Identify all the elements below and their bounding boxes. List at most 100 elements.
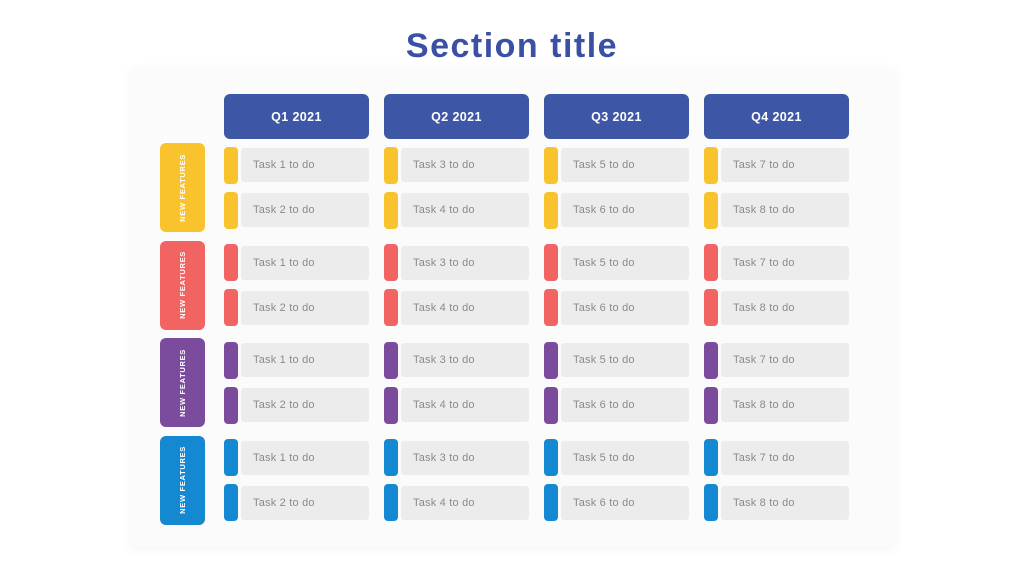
task-card-body: Task 3 to do xyxy=(401,343,529,377)
feature-group-1: NEW FEATURES Task 1 to do Task 3 to do T… xyxy=(160,143,849,232)
task-card-body: Task 8 to do xyxy=(721,290,849,325)
task-label: Task 2 to do xyxy=(253,204,315,216)
task-grid: Task 1 to do Task 3 to do Task 5 to do T… xyxy=(224,338,849,427)
task-label: Task 8 to do xyxy=(733,399,795,411)
task-card: Task 3 to do xyxy=(384,341,529,379)
task-label: Task 4 to do xyxy=(413,496,475,509)
task-accent-bar xyxy=(544,484,558,521)
task-accent-bar xyxy=(704,341,718,379)
task-accent-bar xyxy=(224,386,238,424)
task-accent-bar xyxy=(704,289,718,326)
task-card: Task 6 to do xyxy=(544,289,689,326)
task-card-body: Task 1 to do xyxy=(241,245,369,280)
column-header-q1: Q1 2021 xyxy=(224,94,369,139)
feature-groups: NEW FEATURES Task 1 to do Task 3 to do T… xyxy=(160,143,849,525)
task-label: Task 2 to do xyxy=(253,496,315,509)
task-card: Task 1 to do xyxy=(224,439,369,476)
task-accent-bar xyxy=(384,244,398,281)
task-label: Task 3 to do xyxy=(413,159,475,171)
task-label: Task 3 to do xyxy=(413,256,475,269)
task-accent-bar xyxy=(224,341,238,379)
task-card-body: Task 3 to do xyxy=(401,148,529,182)
task-label: Task 5 to do xyxy=(573,451,635,464)
task-card: Task 5 to do xyxy=(544,146,689,184)
task-accent-bar xyxy=(224,244,238,281)
task-label: Task 1 to do xyxy=(253,256,315,269)
task-card: Task 6 to do xyxy=(544,386,689,424)
task-card-body: Task 8 to do xyxy=(721,388,849,422)
group-label-text: NEW FEATURES xyxy=(178,348,187,417)
column-headers: Q1 2021 Q2 2021 Q3 2021 Q4 2021 xyxy=(224,94,849,139)
task-card: Task 1 to do xyxy=(224,244,369,281)
task-label: Task 3 to do xyxy=(413,451,475,464)
task-label: Task 8 to do xyxy=(733,204,795,216)
task-card-body: Task 5 to do xyxy=(561,148,689,182)
task-card: Task 1 to do xyxy=(224,341,369,379)
task-accent-bar xyxy=(704,146,718,184)
task-accent-bar xyxy=(224,289,238,326)
task-label: Task 4 to do xyxy=(413,301,475,314)
task-card: Task 2 to do xyxy=(224,191,369,229)
task-label: Task 6 to do xyxy=(573,399,635,411)
task-accent-bar xyxy=(384,484,398,521)
task-card: Task 5 to do xyxy=(544,439,689,476)
task-label: Task 5 to do xyxy=(573,256,635,269)
task-card-body: Task 6 to do xyxy=(561,193,689,227)
task-card: Task 6 to do xyxy=(544,191,689,229)
task-card-body: Task 3 to do xyxy=(401,440,529,475)
task-accent-bar xyxy=(544,439,558,476)
column-header-q3: Q3 2021 xyxy=(544,94,689,139)
column-header-q4: Q4 2021 xyxy=(704,94,849,139)
task-label: Task 6 to do xyxy=(573,204,635,216)
feature-group-2: NEW FEATURES Task 1 to do Task 3 to do T… xyxy=(160,240,849,330)
task-card-body: Task 4 to do xyxy=(401,193,529,227)
task-accent-bar xyxy=(544,191,558,229)
task-accent-bar xyxy=(704,386,718,424)
task-card: Task 8 to do xyxy=(704,386,849,424)
task-label: Task 4 to do xyxy=(413,399,475,411)
task-card-body: Task 1 to do xyxy=(241,343,369,377)
task-card: Task 5 to do xyxy=(544,341,689,379)
task-label: Task 7 to do xyxy=(733,159,795,171)
task-card: Task 4 to do xyxy=(384,289,529,326)
roadmap-panel: Q1 2021 Q2 2021 Q3 2021 Q4 2021 NEW FEAT… xyxy=(130,68,895,547)
task-accent-bar xyxy=(384,341,398,379)
task-card-body: Task 2 to do xyxy=(241,193,369,227)
task-card: Task 8 to do xyxy=(704,289,849,326)
task-accent-bar xyxy=(704,439,718,476)
task-card-body: Task 1 to do xyxy=(241,440,369,475)
task-card-body: Task 6 to do xyxy=(561,290,689,325)
task-label: Task 2 to do xyxy=(253,399,315,411)
task-card: Task 4 to do xyxy=(384,484,529,521)
feature-group-3: NEW FEATURES Task 1 to do Task 3 to do T… xyxy=(160,338,849,427)
task-card-body: Task 6 to do xyxy=(561,388,689,422)
task-card: Task 3 to do xyxy=(384,146,529,184)
task-accent-bar xyxy=(704,244,718,281)
task-label: Task 5 to do xyxy=(573,159,635,171)
task-card: Task 6 to do xyxy=(544,484,689,521)
task-card: Task 2 to do xyxy=(224,289,369,326)
task-card: Task 7 to do xyxy=(704,244,849,281)
group-label: NEW FEATURES xyxy=(160,338,205,427)
task-label: Task 5 to do xyxy=(573,354,635,366)
task-label: Task 6 to do xyxy=(573,496,635,509)
task-label: Task 6 to do xyxy=(573,301,635,314)
column-header-label: Q3 2021 xyxy=(591,109,642,124)
task-card: Task 3 to do xyxy=(384,439,529,476)
group-label: NEW FEATURES xyxy=(160,143,205,232)
group-label-text: NEW FEATURES xyxy=(178,251,187,319)
task-accent-bar xyxy=(224,439,238,476)
task-card-body: Task 4 to do xyxy=(401,388,529,422)
task-label: Task 3 to do xyxy=(413,354,475,366)
task-card: Task 1 to do xyxy=(224,146,369,184)
task-card: Task 8 to do xyxy=(704,484,849,521)
feature-group-4: NEW FEATURES Task 1 to do Task 3 to do T… xyxy=(160,435,849,525)
task-card-body: Task 5 to do xyxy=(561,440,689,475)
task-card-body: Task 2 to do xyxy=(241,485,369,520)
task-label: Task 8 to do xyxy=(733,496,795,509)
task-label: Task 8 to do xyxy=(733,301,795,314)
task-accent-bar xyxy=(544,386,558,424)
task-card: Task 4 to do xyxy=(384,386,529,424)
task-card: Task 5 to do xyxy=(544,244,689,281)
